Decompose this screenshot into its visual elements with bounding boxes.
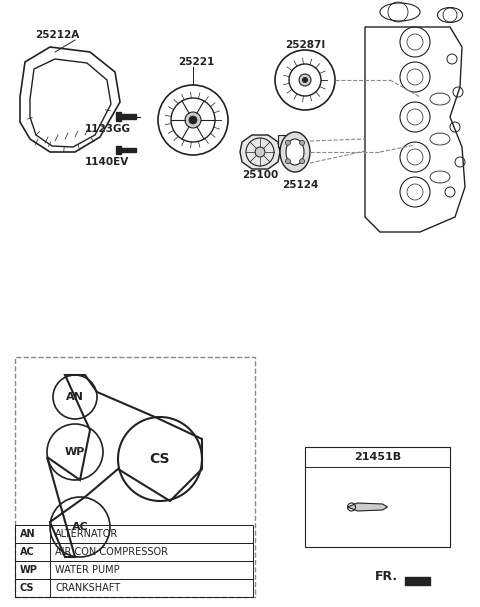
Text: 25124: 25124 [282, 180, 318, 190]
Bar [15, 543, 253, 561]
Ellipse shape [280, 132, 310, 172]
Text: AC: AC [72, 522, 88, 532]
Text: AC: AC [20, 547, 35, 557]
Polygon shape [240, 135, 280, 169]
Text: 25287I: 25287I [285, 40, 325, 50]
Text: CS: CS [20, 583, 35, 593]
Bar [15, 561, 50, 579]
Bar [278, 135, 296, 147]
Text: 1123GG: 1123GG [85, 124, 131, 134]
Circle shape [300, 158, 305, 164]
Circle shape [286, 140, 290, 145]
Text: CRANKSHAFT: CRANKSHAFT [55, 583, 120, 593]
Bar [15, 561, 253, 579]
Bar [305, 447, 450, 547]
Bar [15, 525, 253, 543]
Bar [118, 114, 136, 119]
Text: 21451B: 21451B [354, 452, 401, 462]
Circle shape [299, 74, 311, 86]
Text: WATER PUMP: WATER PUMP [55, 565, 120, 575]
Text: CS: CS [150, 452, 170, 466]
Circle shape [255, 147, 265, 157]
Polygon shape [348, 503, 387, 511]
Bar [116, 112, 121, 121]
Text: 25100: 25100 [242, 170, 278, 180]
Bar [116, 146, 121, 154]
Circle shape [189, 116, 197, 124]
Bar [118, 148, 136, 152]
Text: 25221: 25221 [178, 57, 214, 67]
Ellipse shape [286, 139, 304, 165]
Text: WP: WP [65, 447, 85, 457]
Polygon shape [405, 577, 430, 585]
Circle shape [185, 112, 201, 128]
Bar [15, 579, 253, 597]
Text: FR.: FR. [375, 571, 398, 583]
Text: AN: AN [66, 392, 84, 402]
Bar [15, 543, 50, 561]
Text: ALTERNATOR: ALTERNATOR [55, 529, 118, 539]
Bar [15, 525, 50, 543]
Bar [15, 579, 50, 597]
Text: AN: AN [20, 529, 36, 539]
Text: WP: WP [20, 565, 38, 575]
Bar [15, 357, 255, 597]
Circle shape [302, 77, 308, 83]
Text: 25212A: 25212A [35, 30, 79, 40]
Text: AIR CON COMPRESSOR: AIR CON COMPRESSOR [55, 547, 168, 557]
Text: 1140EV: 1140EV [85, 157, 129, 167]
Circle shape [286, 158, 290, 164]
Circle shape [300, 140, 305, 145]
